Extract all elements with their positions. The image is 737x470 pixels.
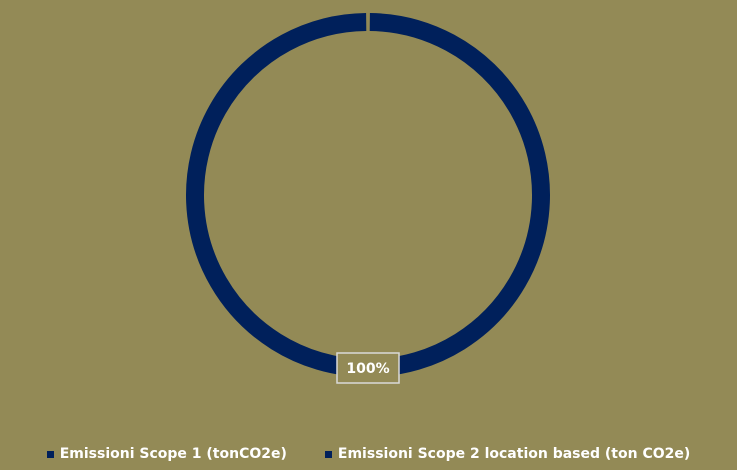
legend-label: Emissioni Scope 1 (tonCO2e): [59, 446, 287, 462]
legend-swatch: [324, 450, 332, 458]
legend: Emissioni Scope 1 (tonCO2e) Emissioni Sc…: [0, 446, 737, 462]
legend-swatch: [46, 450, 54, 458]
legend-item-scope-1: Emissioni Scope 1 (tonCO2e): [46, 446, 287, 462]
legend-label: Emissioni Scope 2 location based (ton CO…: [337, 446, 691, 462]
doughnut-slice-2: [186, 13, 550, 377]
data-label-text: 100%: [346, 361, 389, 377]
data-label: 100%: [336, 352, 400, 384]
legend-item-scope-2: Emissioni Scope 2 location based (ton CO…: [324, 446, 691, 462]
data-label-box: [336, 352, 400, 384]
